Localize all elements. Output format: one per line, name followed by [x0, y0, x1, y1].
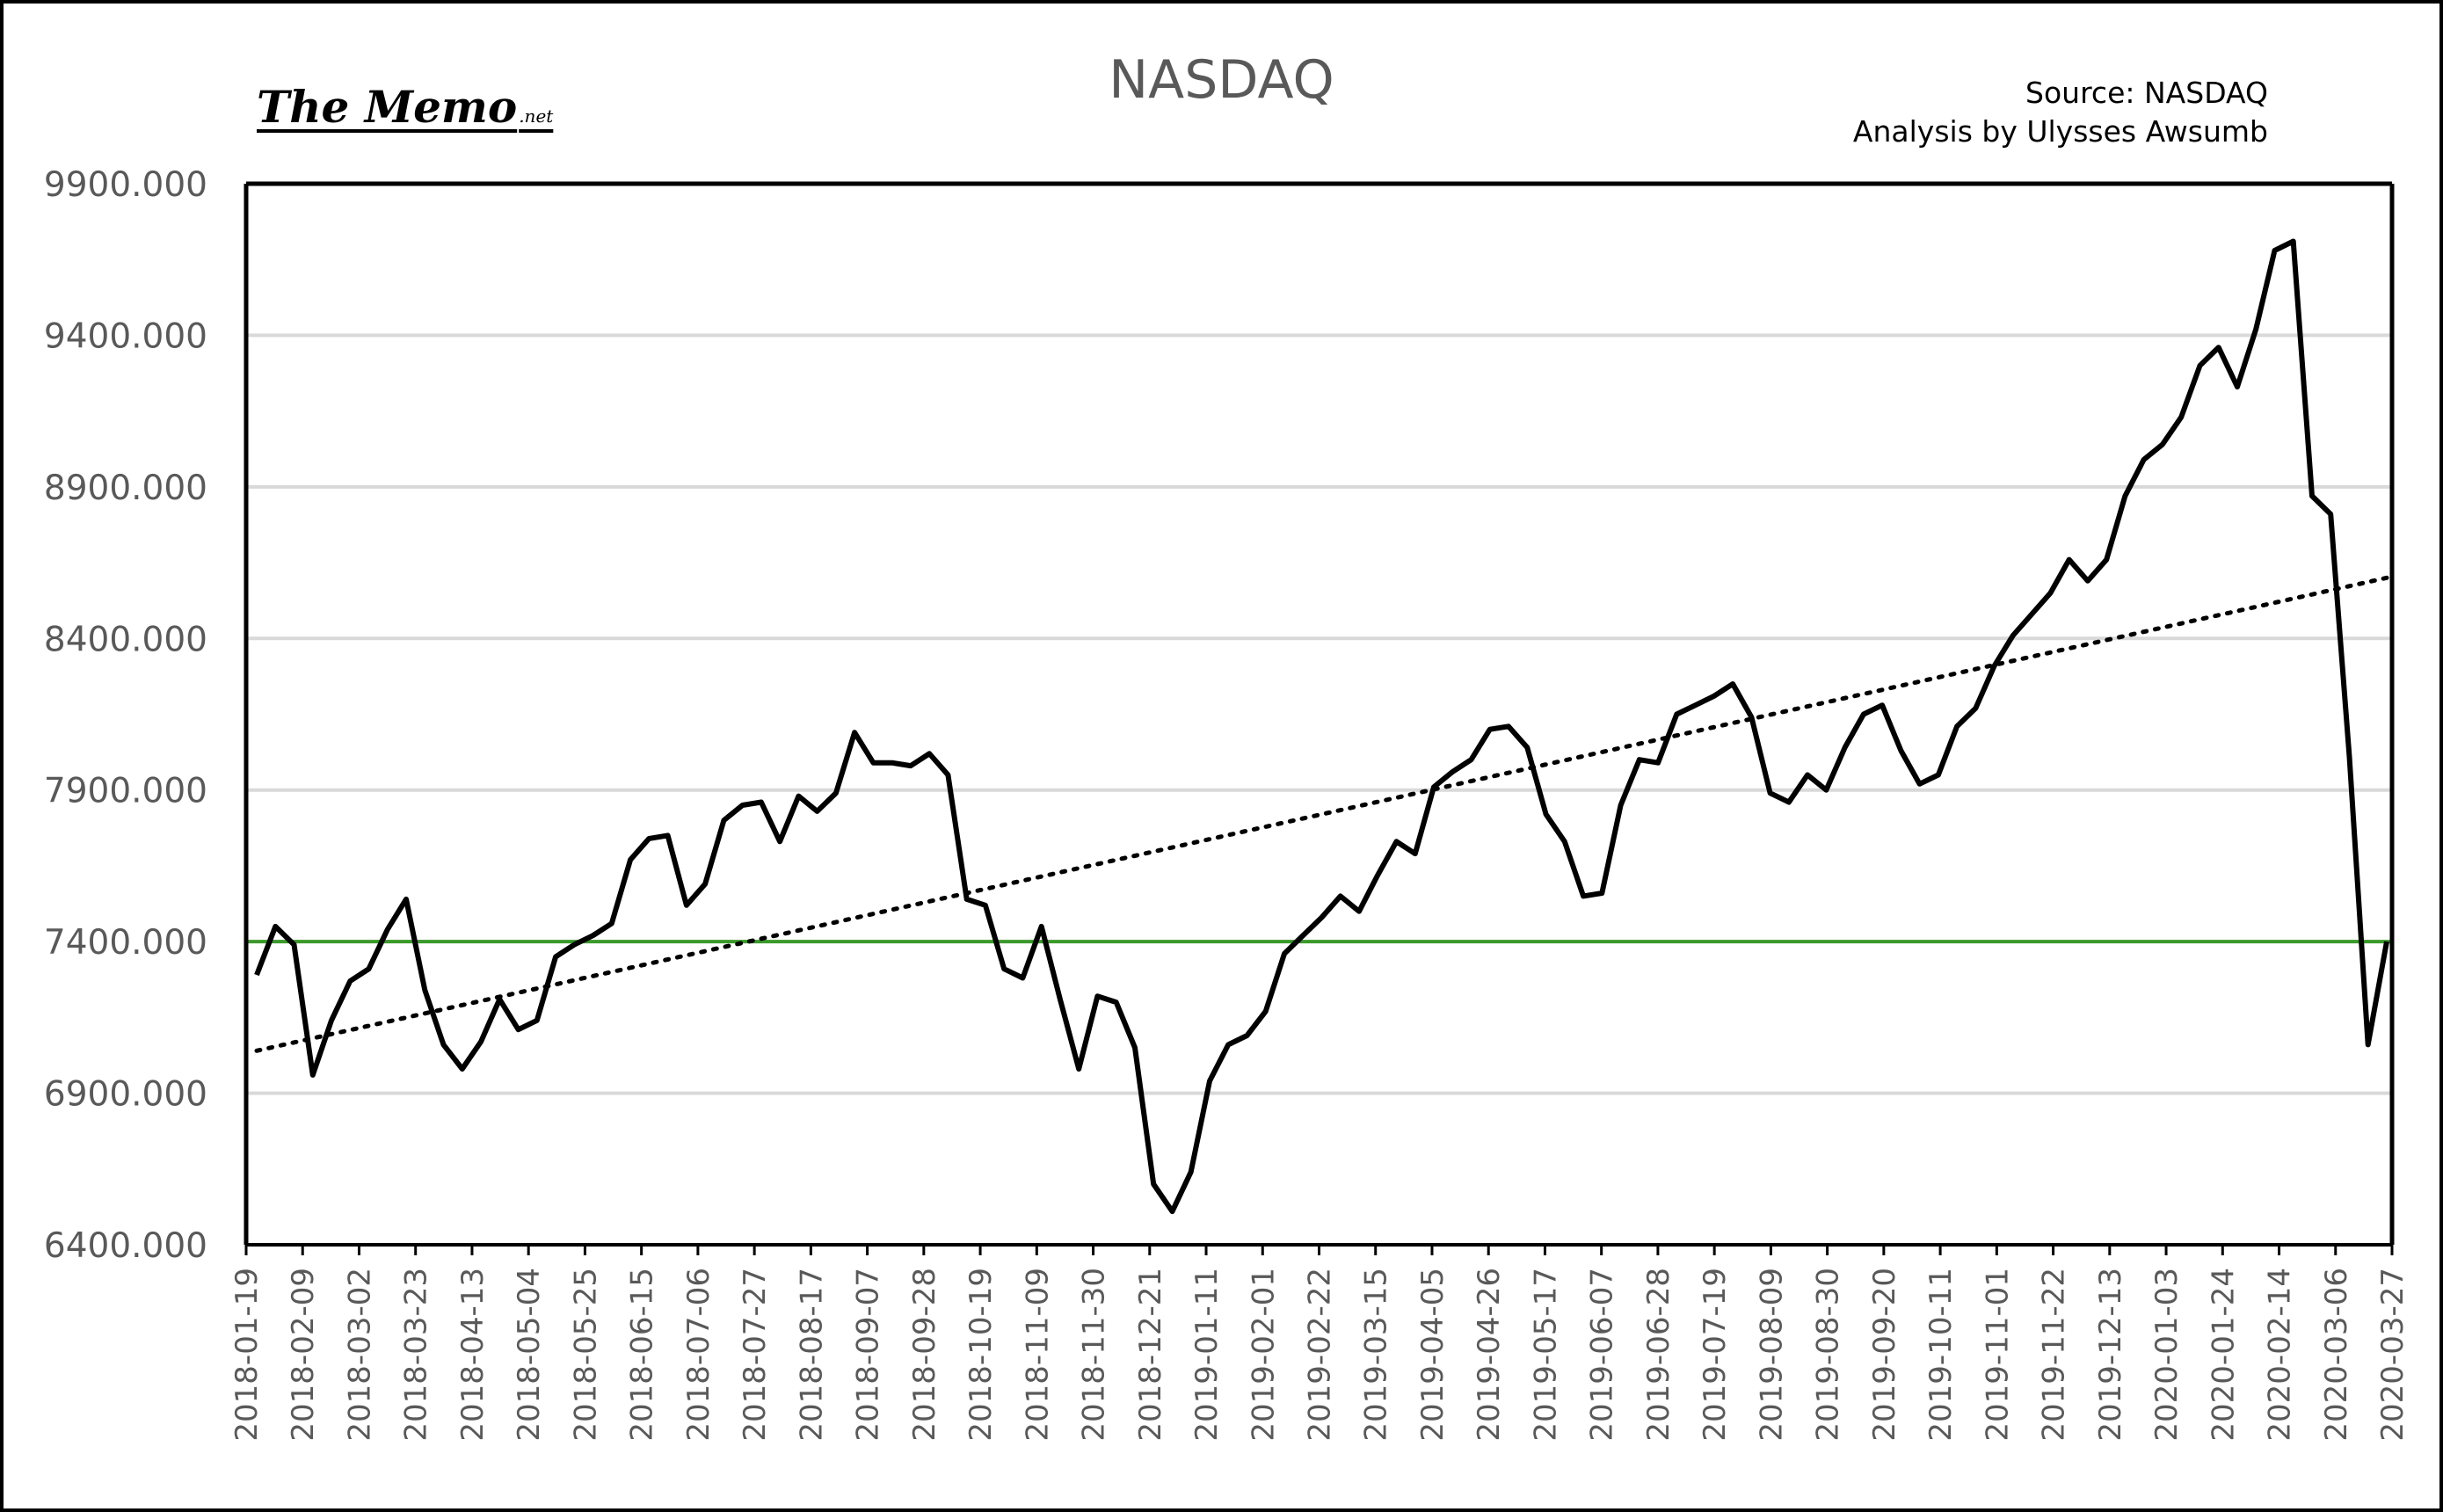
x-tick-label: 2018-03-02 [342, 1268, 377, 1442]
x-tick-label: 2020-02-14 [2263, 1268, 2298, 1442]
y-tick-labels: 9900.000 9400.000 8900.000 8400.000 7900.000… [44, 165, 207, 1266]
y-tick-label: 7900.000 [44, 772, 207, 811]
grid-layer [246, 182, 2392, 1095]
x-tick-label: 2018-11-09 [1020, 1268, 1055, 1442]
x-tick-label: 2019-09-20 [1867, 1268, 1902, 1442]
y-tick-label: 7400.000 [44, 923, 207, 963]
x-tick-label: 2018-05-04 [512, 1268, 547, 1442]
x-tick-label: 2019-08-09 [1754, 1268, 1789, 1442]
x-tick-label: 2019-03-15 [1359, 1268, 1394, 1442]
x-tick-label: 2018-07-06 [681, 1268, 716, 1442]
y-tick-label: 9900.000 [44, 165, 207, 205]
x-tick-label: 2020-01-24 [2206, 1268, 2241, 1442]
x-tick-label: 2018-05-25 [568, 1268, 603, 1442]
x-tick-label: 2020-03-27 [2375, 1268, 2410, 1442]
x-tick-label: 2019-10-11 [1923, 1268, 1959, 1442]
x-tick-label: 2018-01-19 [229, 1268, 265, 1442]
x-tick-label: 2019-12-13 [2093, 1268, 2128, 1442]
x-tick-label: 2019-06-07 [1585, 1268, 1620, 1442]
x-tick-label: 2019-04-26 [1472, 1268, 1507, 1442]
source-block: Source: NASDAQ Analysis by Ulysses Awsum… [1853, 74, 2268, 151]
x-tick-label: 2018-10-19 [963, 1268, 999, 1442]
y-tick-label: 6400.000 [44, 1226, 207, 1266]
x-tick-label: 2018-04-13 [455, 1268, 491, 1442]
y-tick-label: 6900.000 [44, 1075, 207, 1115]
x-tick-label: 2019-07-19 [1698, 1268, 1733, 1442]
trendline-layer [254, 575, 2389, 1053]
y-tick-label: 9400.000 [44, 316, 207, 356]
x-tick-label: 2018-12-21 [1133, 1268, 1168, 1442]
x-tick-label: 2018-06-15 [625, 1268, 660, 1442]
x-tick-label: 2018-02-09 [286, 1268, 321, 1442]
logo-suffix: .net [519, 105, 554, 127]
x-tick-label: 2019-08-30 [1811, 1268, 1846, 1442]
axis-layer [244, 181, 2395, 1255]
x-tick-label: 2019-02-01 [1246, 1268, 1281, 1442]
x-tick-label: 2020-03-06 [2319, 1268, 2354, 1442]
x-tick-label: 2018-03-23 [399, 1268, 434, 1442]
y-tick-label: 8400.000 [44, 620, 207, 659]
x-tick-label: 2018-11-30 [1077, 1268, 1112, 1442]
analysis-line: Analysis by Ulysses Awsumb [1852, 114, 2268, 149]
x-tick-label: 2019-02-22 [1303, 1268, 1338, 1442]
x-tick-labels: 2018-01-19 2018-02-09 2018-03-02 2018-03-23… [229, 1268, 2410, 1442]
x-tick-label: 2018-07-27 [738, 1268, 773, 1442]
chart-canvas: 9900.000 9400.000 8900.000 8400.000 7900.000… [44, 165, 2410, 1442]
chart-title: NASDAQ [1109, 49, 1334, 111]
memo-logo: The Memo .net [257, 81, 553, 133]
logo-text: The Memo [257, 81, 518, 133]
x-tick-label: 2019-06-28 [1641, 1268, 1676, 1442]
x-tick-label: 2019-04-05 [1415, 1268, 1451, 1442]
linear-trendline [254, 575, 2389, 1053]
x-tick-label: 2018-08-17 [794, 1268, 829, 1442]
x-tick-label: 2019-05-17 [1528, 1268, 1563, 1442]
y-tick-label: 8900.000 [44, 469, 207, 508]
source-line: Source: NASDAQ [2025, 76, 2268, 110]
x-tick-label: 2019-11-01 [1980, 1268, 2015, 1442]
x-tick-label: 2019-01-11 [1189, 1268, 1225, 1442]
x-tick-label: 2018-09-07 [851, 1268, 886, 1442]
x-tick-label: 2020-01-03 [2149, 1268, 2185, 1442]
x-tick-label: 2019-11-22 [2037, 1268, 2072, 1442]
x-tick-label: 2018-09-28 [907, 1268, 942, 1442]
nasdaq-series-line [254, 238, 2389, 1215]
series-layer [254, 238, 2389, 1215]
